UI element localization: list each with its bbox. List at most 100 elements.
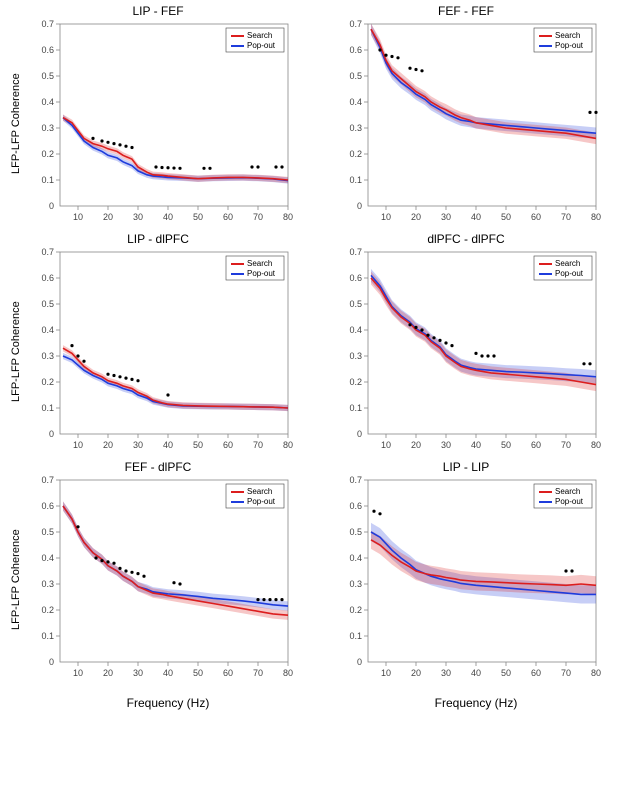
svg-text:70: 70	[561, 440, 571, 450]
svg-text:0.6: 0.6	[41, 273, 54, 283]
svg-text:40: 40	[471, 668, 481, 678]
svg-text:0.5: 0.5	[41, 527, 54, 537]
svg-text:0.7: 0.7	[41, 476, 54, 485]
plot-svg: 10203040506070800.10.20.30.40.50.60.70Se…	[24, 20, 294, 228]
ylabel: LFP-LFP Coherence	[8, 476, 24, 684]
svg-text:60: 60	[223, 668, 233, 678]
svg-text:20: 20	[103, 440, 113, 450]
svg-text:0.6: 0.6	[41, 501, 54, 511]
svg-text:80: 80	[283, 212, 293, 222]
svg-text:80: 80	[591, 212, 601, 222]
svg-text:10: 10	[381, 440, 391, 450]
svg-text:0.6: 0.6	[349, 273, 362, 283]
svg-text:Pop-out: Pop-out	[247, 41, 276, 50]
svg-text:30: 30	[441, 212, 451, 222]
svg-text:60: 60	[531, 440, 541, 450]
svg-text:0.2: 0.2	[41, 605, 54, 615]
panel-title: LIP - dlPFC	[8, 232, 308, 246]
svg-text:0.3: 0.3	[349, 123, 362, 133]
plot-svg: 10203040506070800.10.20.30.40.50.60.70Se…	[332, 476, 602, 684]
svg-text:50: 50	[501, 212, 511, 222]
svg-text:40: 40	[163, 212, 173, 222]
svg-text:60: 60	[531, 212, 541, 222]
svg-text:0.5: 0.5	[349, 299, 362, 309]
svg-text:20: 20	[103, 668, 113, 678]
svg-text:0.2: 0.2	[349, 149, 362, 159]
panel-title: FEF - FEF	[316, 4, 616, 18]
svg-text:70: 70	[253, 440, 263, 450]
svg-text:0.5: 0.5	[349, 527, 362, 537]
svg-text:Pop-out: Pop-out	[247, 269, 276, 278]
svg-text:0: 0	[357, 657, 362, 667]
svg-text:0.3: 0.3	[41, 123, 54, 133]
svg-text:0.2: 0.2	[349, 605, 362, 615]
plot-svg: 10203040506070800.10.20.30.40.50.60.70Se…	[332, 20, 602, 228]
svg-text:80: 80	[283, 440, 293, 450]
panel-title: LIP - FEF	[8, 4, 308, 18]
svg-text:Pop-out: Pop-out	[555, 269, 584, 278]
svg-text:20: 20	[411, 212, 421, 222]
svg-text:80: 80	[283, 668, 293, 678]
svg-text:Search: Search	[555, 259, 580, 268]
svg-text:Pop-out: Pop-out	[247, 497, 276, 506]
svg-text:0.1: 0.1	[41, 403, 54, 413]
svg-text:0.1: 0.1	[349, 175, 362, 185]
svg-text:0.1: 0.1	[349, 403, 362, 413]
svg-text:0.7: 0.7	[41, 248, 54, 257]
panel-title: FEF - dlPFC	[8, 460, 308, 474]
ylabel: LFP-LFP Coherence	[8, 20, 24, 228]
svg-text:Search: Search	[555, 31, 580, 40]
svg-text:0.6: 0.6	[349, 45, 362, 55]
svg-text:10: 10	[381, 212, 391, 222]
svg-text:50: 50	[501, 440, 511, 450]
svg-text:0: 0	[357, 429, 362, 439]
svg-text:0.4: 0.4	[41, 325, 54, 335]
svg-text:0.1: 0.1	[349, 631, 362, 641]
panel-fef-fef: FEF - FEFLFP-LFP Coherence10203040506070…	[316, 4, 616, 228]
svg-text:0.5: 0.5	[41, 71, 54, 81]
svg-text:80: 80	[591, 440, 601, 450]
svg-text:70: 70	[561, 668, 571, 678]
svg-text:0.6: 0.6	[349, 501, 362, 511]
svg-text:50: 50	[193, 212, 203, 222]
svg-text:0.4: 0.4	[349, 97, 362, 107]
svg-text:Search: Search	[247, 259, 272, 268]
svg-text:Search: Search	[247, 31, 272, 40]
panel-title: dlPFC - dlPFC	[316, 232, 616, 246]
svg-text:0.2: 0.2	[41, 377, 54, 387]
svg-text:0.3: 0.3	[349, 351, 362, 361]
svg-text:0.5: 0.5	[41, 299, 54, 309]
svg-text:70: 70	[253, 668, 263, 678]
svg-text:50: 50	[193, 668, 203, 678]
xlabel-right: Frequency (Hz)	[316, 696, 616, 710]
svg-text:0.4: 0.4	[41, 97, 54, 107]
svg-text:40: 40	[471, 212, 481, 222]
svg-text:Pop-out: Pop-out	[555, 41, 584, 50]
svg-text:30: 30	[441, 668, 451, 678]
svg-text:0: 0	[49, 657, 54, 667]
svg-text:Search: Search	[247, 487, 272, 496]
svg-text:10: 10	[73, 668, 83, 678]
svg-text:0.5: 0.5	[349, 71, 362, 81]
svg-text:0: 0	[49, 429, 54, 439]
svg-text:30: 30	[133, 212, 143, 222]
xlabel-row: Frequency (Hz) Frequency (Hz)	[0, 692, 624, 720]
svg-text:0.2: 0.2	[41, 149, 54, 159]
svg-text:50: 50	[193, 440, 203, 450]
svg-text:0.1: 0.1	[41, 175, 54, 185]
svg-text:10: 10	[381, 668, 391, 678]
svg-text:0.4: 0.4	[41, 553, 54, 563]
svg-text:0: 0	[49, 201, 54, 211]
svg-text:0.7: 0.7	[349, 248, 362, 257]
svg-text:0: 0	[357, 201, 362, 211]
svg-text:80: 80	[591, 668, 601, 678]
svg-text:60: 60	[531, 668, 541, 678]
svg-text:0.4: 0.4	[349, 553, 362, 563]
svg-text:70: 70	[561, 212, 571, 222]
chart-grid: LIP - FEF LFP-LFP Coherence 10 20 30 40 50 60 70…	[0, 0, 624, 692]
svg-text:0.3: 0.3	[41, 579, 54, 589]
svg-text:70: 70	[253, 212, 263, 222]
svg-text:0.1: 0.1	[41, 631, 54, 641]
svg-text:10: 10	[73, 440, 83, 450]
svg-text:0.7: 0.7	[41, 20, 54, 29]
